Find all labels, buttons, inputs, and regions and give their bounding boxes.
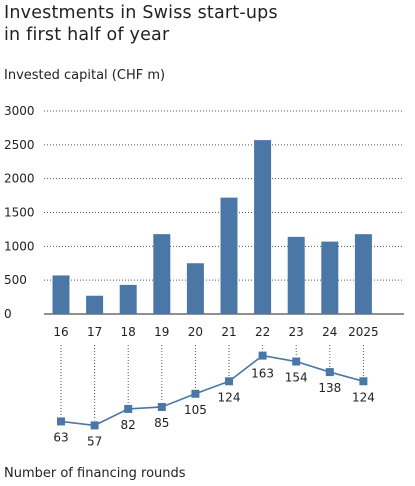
y-tick-label: 2500 [4, 138, 35, 152]
x-tick-label: 17 [87, 325, 102, 339]
x-tick-label: 20 [188, 325, 203, 339]
rounds-point [191, 389, 200, 398]
rounds-point [124, 404, 133, 413]
y-tick-label: 0 [4, 307, 12, 321]
y-tick-labels: 0 500 1000 1500 2000 2500 3000 [4, 104, 35, 321]
rounds-point [57, 417, 65, 426]
rounds-data-label: 63 [53, 430, 68, 444]
x-tick-label: 23 [289, 325, 304, 339]
rounds-data-label: 154 [285, 371, 308, 385]
rounds-point [292, 357, 301, 366]
rounds-data-label: 105 [184, 403, 207, 417]
x-tick-label: 19 [154, 325, 169, 339]
title-line-2: in first half of year [4, 25, 170, 45]
x-tick-label: 2025 [348, 325, 379, 339]
bars [52, 140, 372, 314]
y-axis-label: Invested capital (CHF m) [4, 68, 166, 83]
rounds-data-label: 82 [121, 418, 136, 432]
rounds-data-label: 124 [352, 390, 375, 404]
rounds-point [258, 351, 267, 360]
x-tick-labels: 16 17 18 19 20 21 22 23 24 2025 [53, 325, 378, 339]
bar [287, 236, 305, 314]
y-tick-label: 2000 [4, 172, 35, 186]
bar [254, 140, 272, 314]
x-tick-label: 22 [255, 325, 270, 339]
title-line-1: Investments in Swiss start-ups [4, 3, 278, 23]
y-tick-label: 1500 [4, 206, 35, 220]
bar [186, 263, 204, 314]
rounds-data-label: 163 [251, 367, 274, 381]
y-tick-label: 3000 [4, 104, 35, 118]
y-tick-label: 500 [4, 273, 27, 287]
bar [153, 234, 171, 314]
rounds-point [359, 377, 368, 386]
rounds-point [325, 368, 334, 377]
rounds-points [57, 351, 368, 430]
rounds-data-label: 85 [154, 416, 169, 430]
bar [321, 241, 339, 314]
rounds-point [225, 377, 233, 386]
rounds-data-label: 124 [218, 390, 241, 404]
chart-title: Investments in Swiss start-ups in first … [4, 2, 404, 46]
rounds-data-label: 138 [318, 381, 341, 395]
x-tick-label: 18 [121, 325, 136, 339]
connector-lines [60, 345, 364, 421]
bar [86, 295, 104, 314]
x-tick-label: 16 [53, 325, 68, 339]
rounds-data-label: 57 [87, 434, 102, 448]
line-chart-title: Number of financing rounds [4, 466, 186, 481]
rounds-point [157, 402, 166, 411]
y-tick-label: 1000 [4, 239, 35, 253]
bar [52, 275, 70, 314]
bar [220, 197, 238, 314]
rounds-series-line [60, 354, 364, 427]
rounds-point [90, 421, 99, 430]
bar [354, 234, 372, 314]
x-tick-label: 21 [221, 325, 236, 339]
bar [119, 284, 137, 314]
rounds-line [60, 354, 364, 427]
rounds-labels: 63 57 82 85 105 124 163 154 138 124 [53, 367, 374, 449]
x-tick-label: 24 [322, 325, 337, 339]
